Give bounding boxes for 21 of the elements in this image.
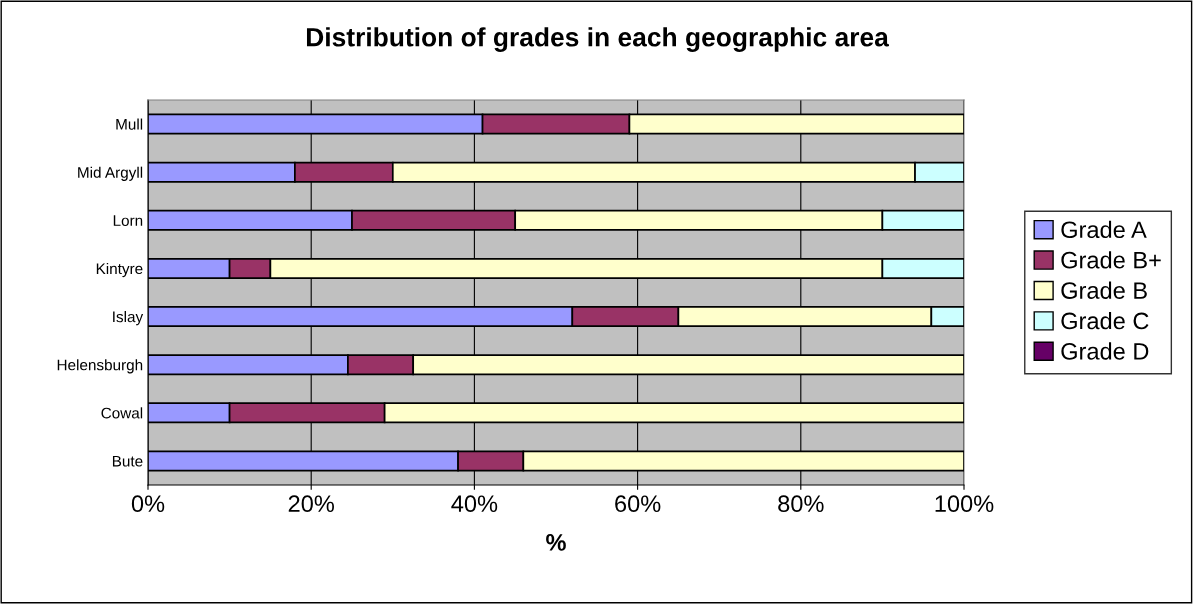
y-tick-label: Mull — [116, 118, 143, 130]
legend-label: Grade B+ — [1061, 251, 1161, 269]
legend-label: Grade D — [1061, 342, 1149, 360]
x-tick-label: 20% — [288, 495, 334, 513]
y-tick-label: Kintyre — [96, 262, 143, 278]
x-tick-label: 60% — [615, 495, 661, 513]
y-tick-label: Helensburgh — [57, 359, 143, 374]
y-tick-label: Islay — [113, 311, 144, 326]
chart-title: Distribution of grades in each geographic area — [306, 27, 889, 52]
x-tick-label: 0% — [131, 495, 165, 513]
y-tick-label: Lorn — [113, 215, 143, 226]
y-tick-label: Mid Argyll — [78, 166, 143, 181]
y-tick-label: Bute — [112, 455, 143, 467]
x-tick-label: 40% — [451, 495, 498, 513]
x-tick-label: 80% — [778, 495, 824, 513]
x-axis-title: % — [546, 534, 566, 551]
legend-label: Grade A — [1061, 220, 1147, 239]
x-tick-label: 100% — [935, 495, 994, 513]
legend-label: Grade C — [1061, 311, 1149, 330]
legend-label: Grade B — [1061, 281, 1147, 299]
y-tick-label: Cowal — [101, 407, 143, 419]
